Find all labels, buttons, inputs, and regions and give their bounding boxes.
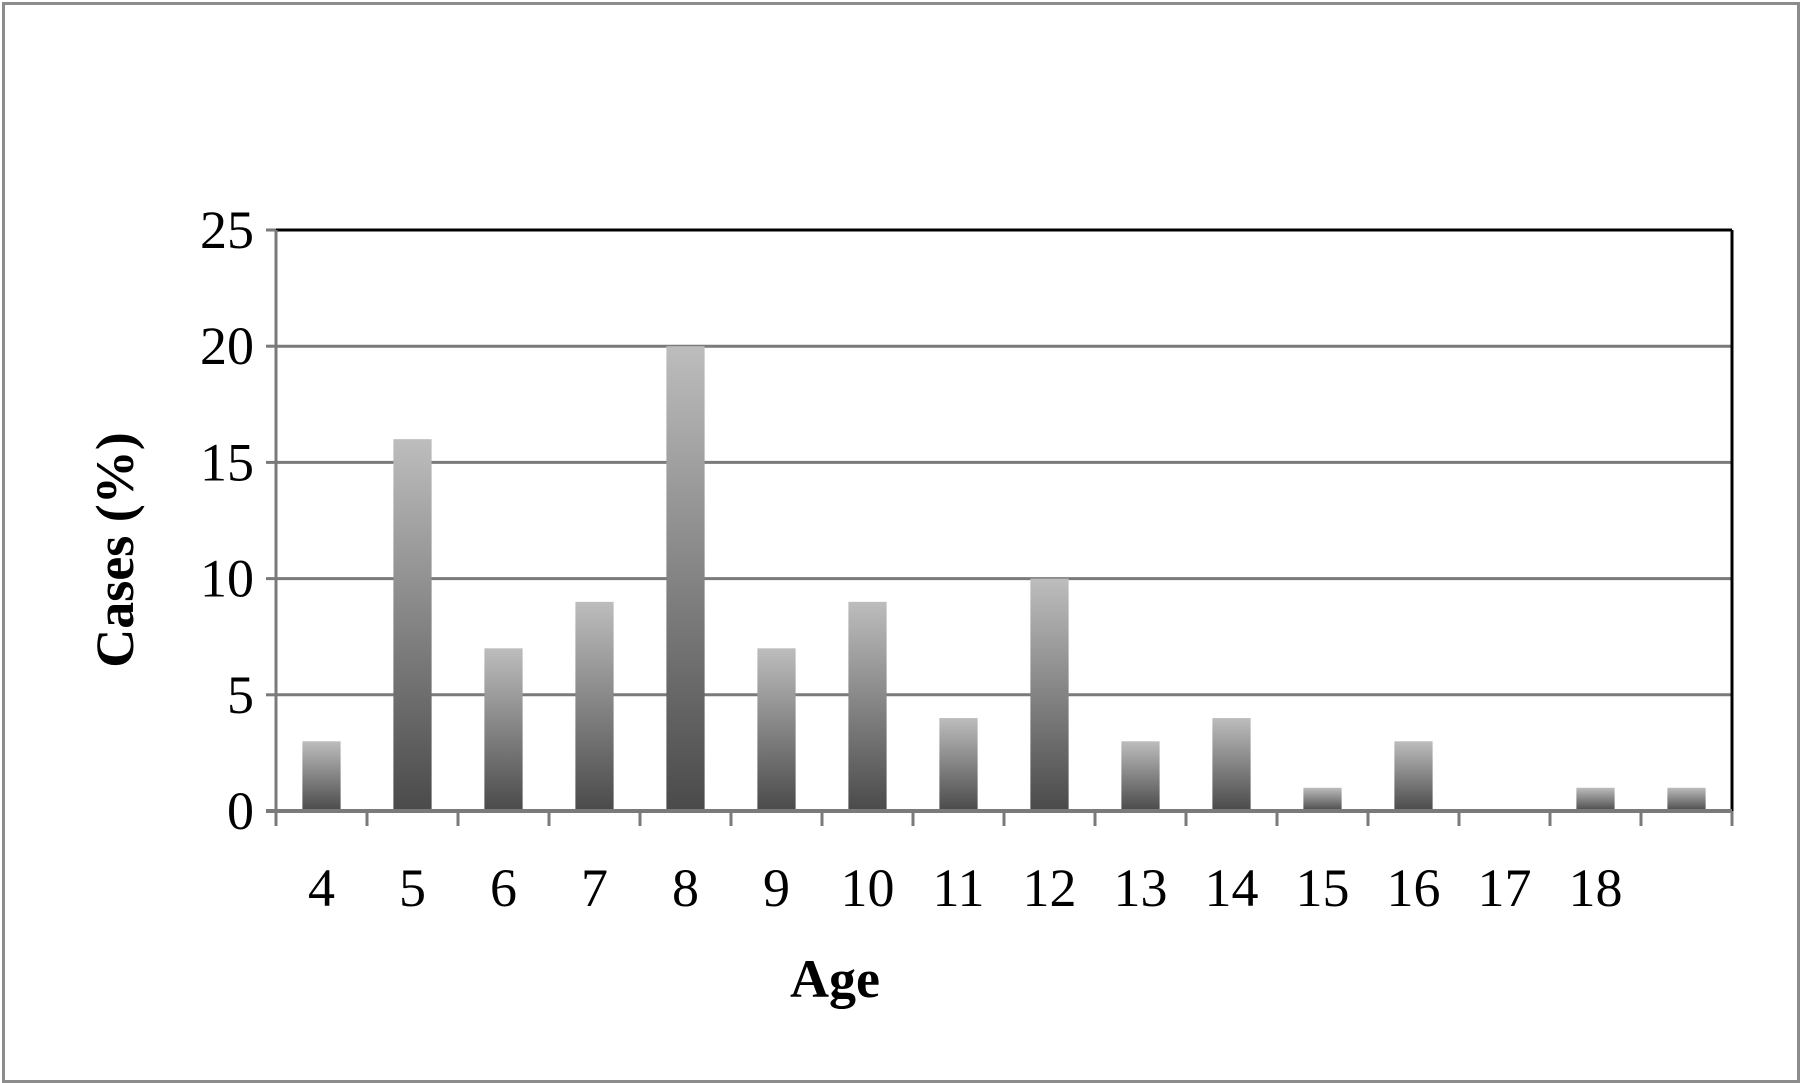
y-tick-label-25: 25 bbox=[200, 200, 254, 260]
y-tick-label-20: 20 bbox=[200, 316, 254, 376]
x-tick-label-15: 15 bbox=[1296, 858, 1350, 918]
bars bbox=[302, 346, 1706, 811]
bar-14 bbox=[1212, 718, 1251, 811]
y-tick-label-15: 15 bbox=[200, 432, 254, 492]
x-tick-label-6: 6 bbox=[490, 858, 517, 918]
axes bbox=[266, 228, 1734, 826]
x-tick-label-7: 7 bbox=[581, 858, 608, 918]
y-tick-label-10: 10 bbox=[200, 549, 254, 609]
bar-5 bbox=[393, 439, 432, 811]
x-tick-label-17: 17 bbox=[1478, 858, 1532, 918]
y-axis-title: Cases (%) bbox=[85, 432, 145, 667]
bar-12 bbox=[1030, 578, 1069, 811]
bar-10 bbox=[848, 601, 887, 811]
bar-11 bbox=[939, 718, 978, 811]
y-tick-label-0: 0 bbox=[227, 781, 254, 841]
x-tick-label-18: 18 bbox=[1569, 858, 1623, 918]
x-tick-label-10: 10 bbox=[841, 858, 895, 918]
x-tick-label-13: 13 bbox=[1114, 858, 1168, 918]
bar-13 bbox=[1121, 741, 1160, 811]
bar-7 bbox=[575, 601, 614, 811]
bar-4 bbox=[302, 741, 341, 811]
x-axis-title: Age bbox=[790, 949, 880, 1009]
x-tick-label-8: 8 bbox=[672, 858, 699, 918]
y-tick-label-5: 5 bbox=[227, 665, 254, 725]
bar-18 bbox=[1576, 787, 1615, 811]
x-tick-label-9: 9 bbox=[763, 858, 790, 918]
bar-extra-15 bbox=[1667, 787, 1706, 811]
x-tick-label-5: 5 bbox=[399, 858, 426, 918]
bar-9 bbox=[757, 648, 796, 811]
gridlines bbox=[276, 344, 1732, 697]
x-tick-label-12: 12 bbox=[1023, 858, 1077, 918]
x-tick-label-11: 11 bbox=[933, 858, 985, 918]
x-tick-label-14: 14 bbox=[1205, 858, 1259, 918]
bar-6 bbox=[484, 648, 523, 811]
bar-16 bbox=[1394, 741, 1433, 811]
x-tick-label-16: 16 bbox=[1387, 858, 1441, 918]
tick-labels: 0 5 10 15 20 25 4 5 6 7 8 9 10 11 12 13 14 15 16 17 18 bbox=[200, 200, 1623, 918]
bar-15 bbox=[1303, 787, 1342, 811]
x-tick-label-4: 4 bbox=[308, 858, 335, 918]
bar-8 bbox=[666, 346, 705, 811]
